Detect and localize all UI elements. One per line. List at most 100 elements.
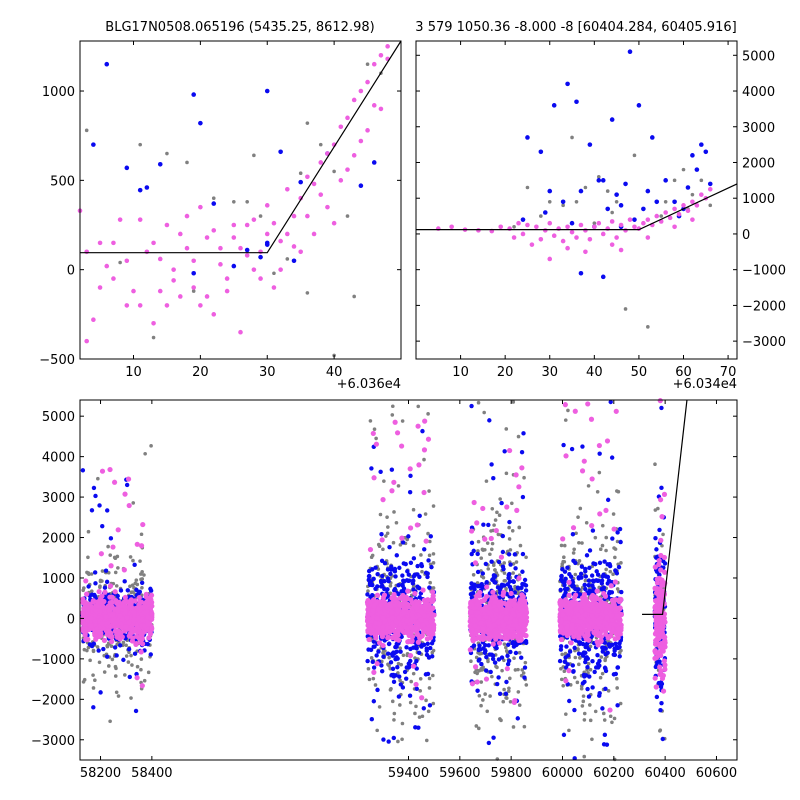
gray-point <box>614 676 619 681</box>
blue-point <box>511 579 517 585</box>
magenta-point <box>407 525 414 531</box>
magenta-point <box>372 629 379 635</box>
blue-point <box>558 587 563 593</box>
gray-point <box>517 650 522 655</box>
gray-point <box>616 489 621 494</box>
magenta-point <box>418 617 424 623</box>
magenta-point <box>311 231 317 237</box>
blue-point <box>139 580 145 585</box>
blue-point <box>515 716 520 721</box>
magenta-point <box>472 617 478 623</box>
x-tick-label: 60 <box>675 365 692 380</box>
magenta-point <box>171 267 176 272</box>
magenta-point <box>138 599 145 605</box>
blue-point <box>92 570 98 575</box>
blue-point <box>475 583 481 589</box>
magenta-point <box>149 625 155 631</box>
magenta-point <box>204 294 210 299</box>
magenta-point <box>91 317 96 322</box>
gray-point <box>431 552 436 556</box>
magenta-point <box>420 587 426 593</box>
blue-point <box>558 644 564 649</box>
gray-point <box>564 712 568 716</box>
gray-point <box>577 559 582 563</box>
gray-point <box>366 589 370 593</box>
magenta-point <box>507 447 513 454</box>
gray-point <box>598 547 603 552</box>
magenta-point <box>408 618 414 624</box>
gray-point <box>89 572 94 576</box>
gray-point <box>483 547 487 552</box>
magenta-point <box>103 613 109 620</box>
magenta-point <box>380 642 386 649</box>
magenta-point <box>85 636 91 642</box>
panel-bottom: 58200 58400 59400 59600 59800 60000 60200 60400… <box>31 398 738 781</box>
magenta-point <box>469 681 476 687</box>
blue-point <box>602 732 608 738</box>
model-line <box>80 40 402 254</box>
magenta-point <box>371 603 377 609</box>
gray-point <box>139 532 144 537</box>
gray-point <box>384 534 388 538</box>
blue-point <box>98 690 103 695</box>
y-tick-label: −3000 <box>742 335 786 350</box>
gray-point <box>185 160 189 165</box>
panel-top-left: BLG17N0508.065196 (5435.25, 8612.98) 10 2… <box>39 20 402 392</box>
magenta-point <box>574 235 579 240</box>
gray-point <box>422 457 426 462</box>
blue-point <box>148 586 153 592</box>
gray-point <box>131 558 135 563</box>
gray-point <box>305 291 310 295</box>
magenta-point <box>623 228 628 233</box>
magenta-point <box>251 267 257 272</box>
magenta-point <box>184 245 190 251</box>
magenta-point <box>379 537 385 543</box>
blue-point <box>563 655 568 660</box>
magenta-point <box>672 206 677 212</box>
magenta-point <box>138 543 145 549</box>
magenta-point <box>565 245 570 251</box>
blue-point <box>580 444 585 449</box>
gray-point <box>511 571 515 575</box>
blue-point <box>565 662 570 667</box>
blue-point <box>388 660 394 665</box>
blue-point <box>597 690 602 696</box>
blue-point <box>585 686 590 692</box>
blue-point <box>569 220 575 226</box>
blue-point <box>408 658 413 664</box>
gray-point <box>116 694 121 698</box>
blue-point <box>579 564 585 569</box>
blue-point <box>407 489 413 495</box>
magenta-point <box>126 620 132 626</box>
magenta-point <box>516 220 521 226</box>
magenta-point <box>198 303 203 308</box>
blue-point <box>480 571 485 576</box>
axes-frame <box>79 40 402 360</box>
magenta-point <box>408 624 415 630</box>
magenta-point <box>492 599 498 605</box>
magenta-point <box>511 235 517 240</box>
blue-point <box>417 513 422 519</box>
blue-point <box>126 646 132 652</box>
gray-point <box>577 540 581 545</box>
magenta-point <box>498 554 505 560</box>
blue-point <box>93 493 98 499</box>
magenta-point <box>469 528 475 534</box>
gray-point <box>389 686 393 691</box>
magenta-point <box>391 591 397 598</box>
blue-point <box>385 651 391 656</box>
magenta-point <box>151 240 156 246</box>
magenta-point <box>278 267 283 272</box>
gray-point <box>431 701 436 706</box>
gray-point <box>138 142 142 147</box>
blue-point <box>404 676 409 681</box>
magenta-point <box>414 522 420 528</box>
blue-point <box>500 533 506 539</box>
magenta-point <box>387 629 393 635</box>
blue-point <box>392 650 398 656</box>
magenta-point <box>516 484 522 490</box>
gray-point <box>108 719 112 724</box>
gray-point <box>374 436 378 441</box>
blue-point <box>590 659 595 664</box>
